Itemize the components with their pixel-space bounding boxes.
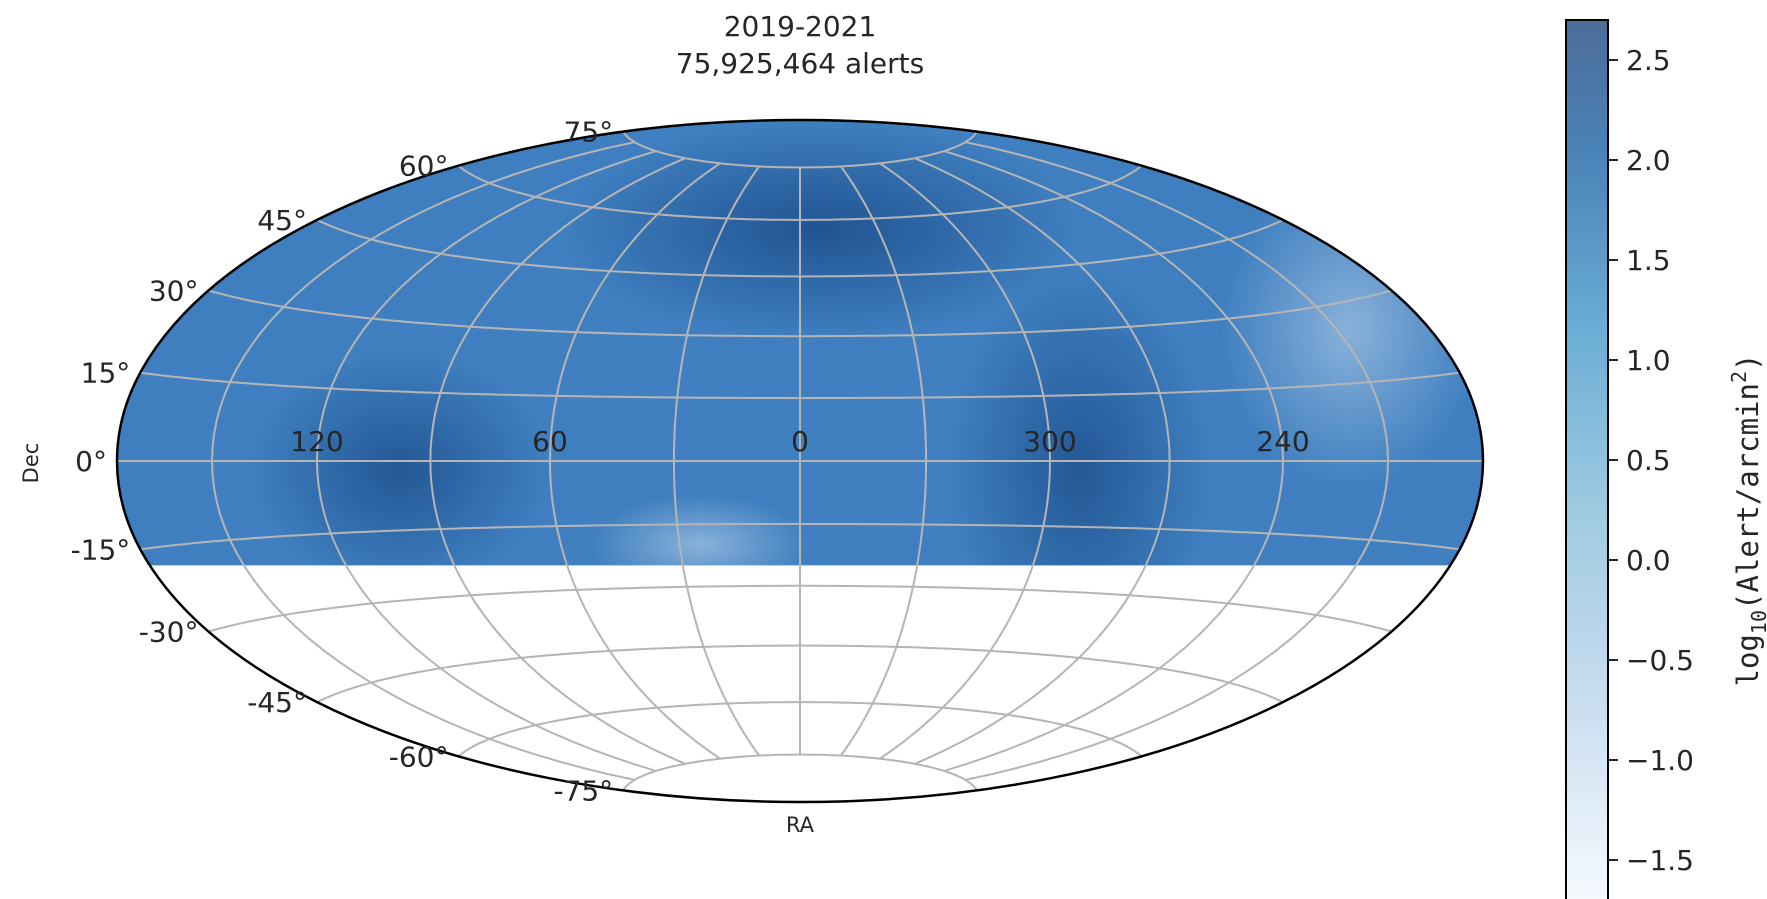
chart-subtitle: 75,925,464 alerts (676, 47, 924, 80)
colorbar-tick-label: 2.5 (1626, 44, 1671, 77)
density-feature-north (560, 120, 1080, 340)
density-feature-band-left (250, 350, 550, 566)
parallel-line (457, 164, 1143, 221)
colorbar-tick-label: −1.5 (1626, 844, 1694, 877)
dec-tick-label: -75° (553, 774, 613, 807)
colorbar-tick-label: 2.0 (1626, 144, 1671, 177)
dec-tick-label: 75° (564, 116, 614, 149)
colorbar-tick-label: 1.5 (1626, 244, 1671, 277)
map-boundary (115, 118, 1485, 804)
colorbar-ticks: 2.5 2.0 1.5 1.0 0.5 0.0 −0.5 −1.0 −1.5 (1608, 44, 1694, 877)
parallel-line (316, 218, 1284, 278)
y-axis-label: Dec (19, 443, 43, 484)
parallel-line (316, 644, 1284, 704)
parallel-line (622, 753, 978, 791)
graticule (117, 131, 1483, 791)
sky-map: 120 60 0 300 240 75° 60° 45° 30° 15° 0° -15° -30° -4… (71, 116, 1485, 808)
density-feature-band-right (950, 270, 1210, 566)
colorbar-tick-label: −0.5 (1626, 644, 1694, 677)
chart-title: 2019-2021 (724, 10, 877, 43)
dec-tick-label: -60° (389, 740, 449, 773)
dec-tick-label: 30° (149, 275, 199, 308)
colorbar-tick-label: 1.0 (1626, 344, 1671, 377)
dec-tick-label: -30° (139, 616, 199, 649)
colorbar-bar (1565, 19, 1609, 899)
dec-tick-label: 15° (81, 357, 131, 390)
colorbar-tick-label: 0.0 (1626, 544, 1671, 577)
ra-tick-label: 60 (532, 425, 568, 458)
dec-tick-label: 60° (399, 150, 449, 183)
colorbar-tick-label: 0.5 (1626, 444, 1671, 477)
dec-tick-label: -15° (71, 533, 131, 566)
parallel-line (208, 584, 1392, 633)
ra-tick-label: 300 (1023, 425, 1076, 458)
colorbar-label: log10(Alert/arcmin2) (1727, 354, 1767, 687)
dec-tick-label: -45° (247, 686, 307, 719)
parallel-line (208, 289, 1392, 338)
dec-tick-label: 0° (75, 445, 107, 478)
ra-tick-labels: 120 60 0 300 240 (290, 425, 1309, 458)
parallel-line (140, 371, 1460, 400)
ra-tick-label: 240 (1256, 425, 1309, 458)
colorbar: 2.5 2.0 1.5 1.0 0.5 0.0 −0.5 −1.0 −1.5 log10(Ale… (1565, 19, 1767, 899)
parallel-line (140, 522, 1460, 551)
parallel-line (622, 131, 978, 169)
parallel-line (457, 701, 1143, 758)
colorbar-tick-label: −1.0 (1626, 744, 1694, 777)
dec-tick-labels: 75° 60° 45° 30° 15° 0° -15° -30° -45° -60° -75° (71, 116, 614, 808)
ra-tick-label: 120 (290, 425, 343, 458)
dec-tick-label: 45° (257, 204, 307, 237)
ra-tick-label: 0 (791, 425, 809, 458)
x-axis-label: RA (786, 813, 815, 837)
density-feature-light-south (590, 495, 810, 566)
